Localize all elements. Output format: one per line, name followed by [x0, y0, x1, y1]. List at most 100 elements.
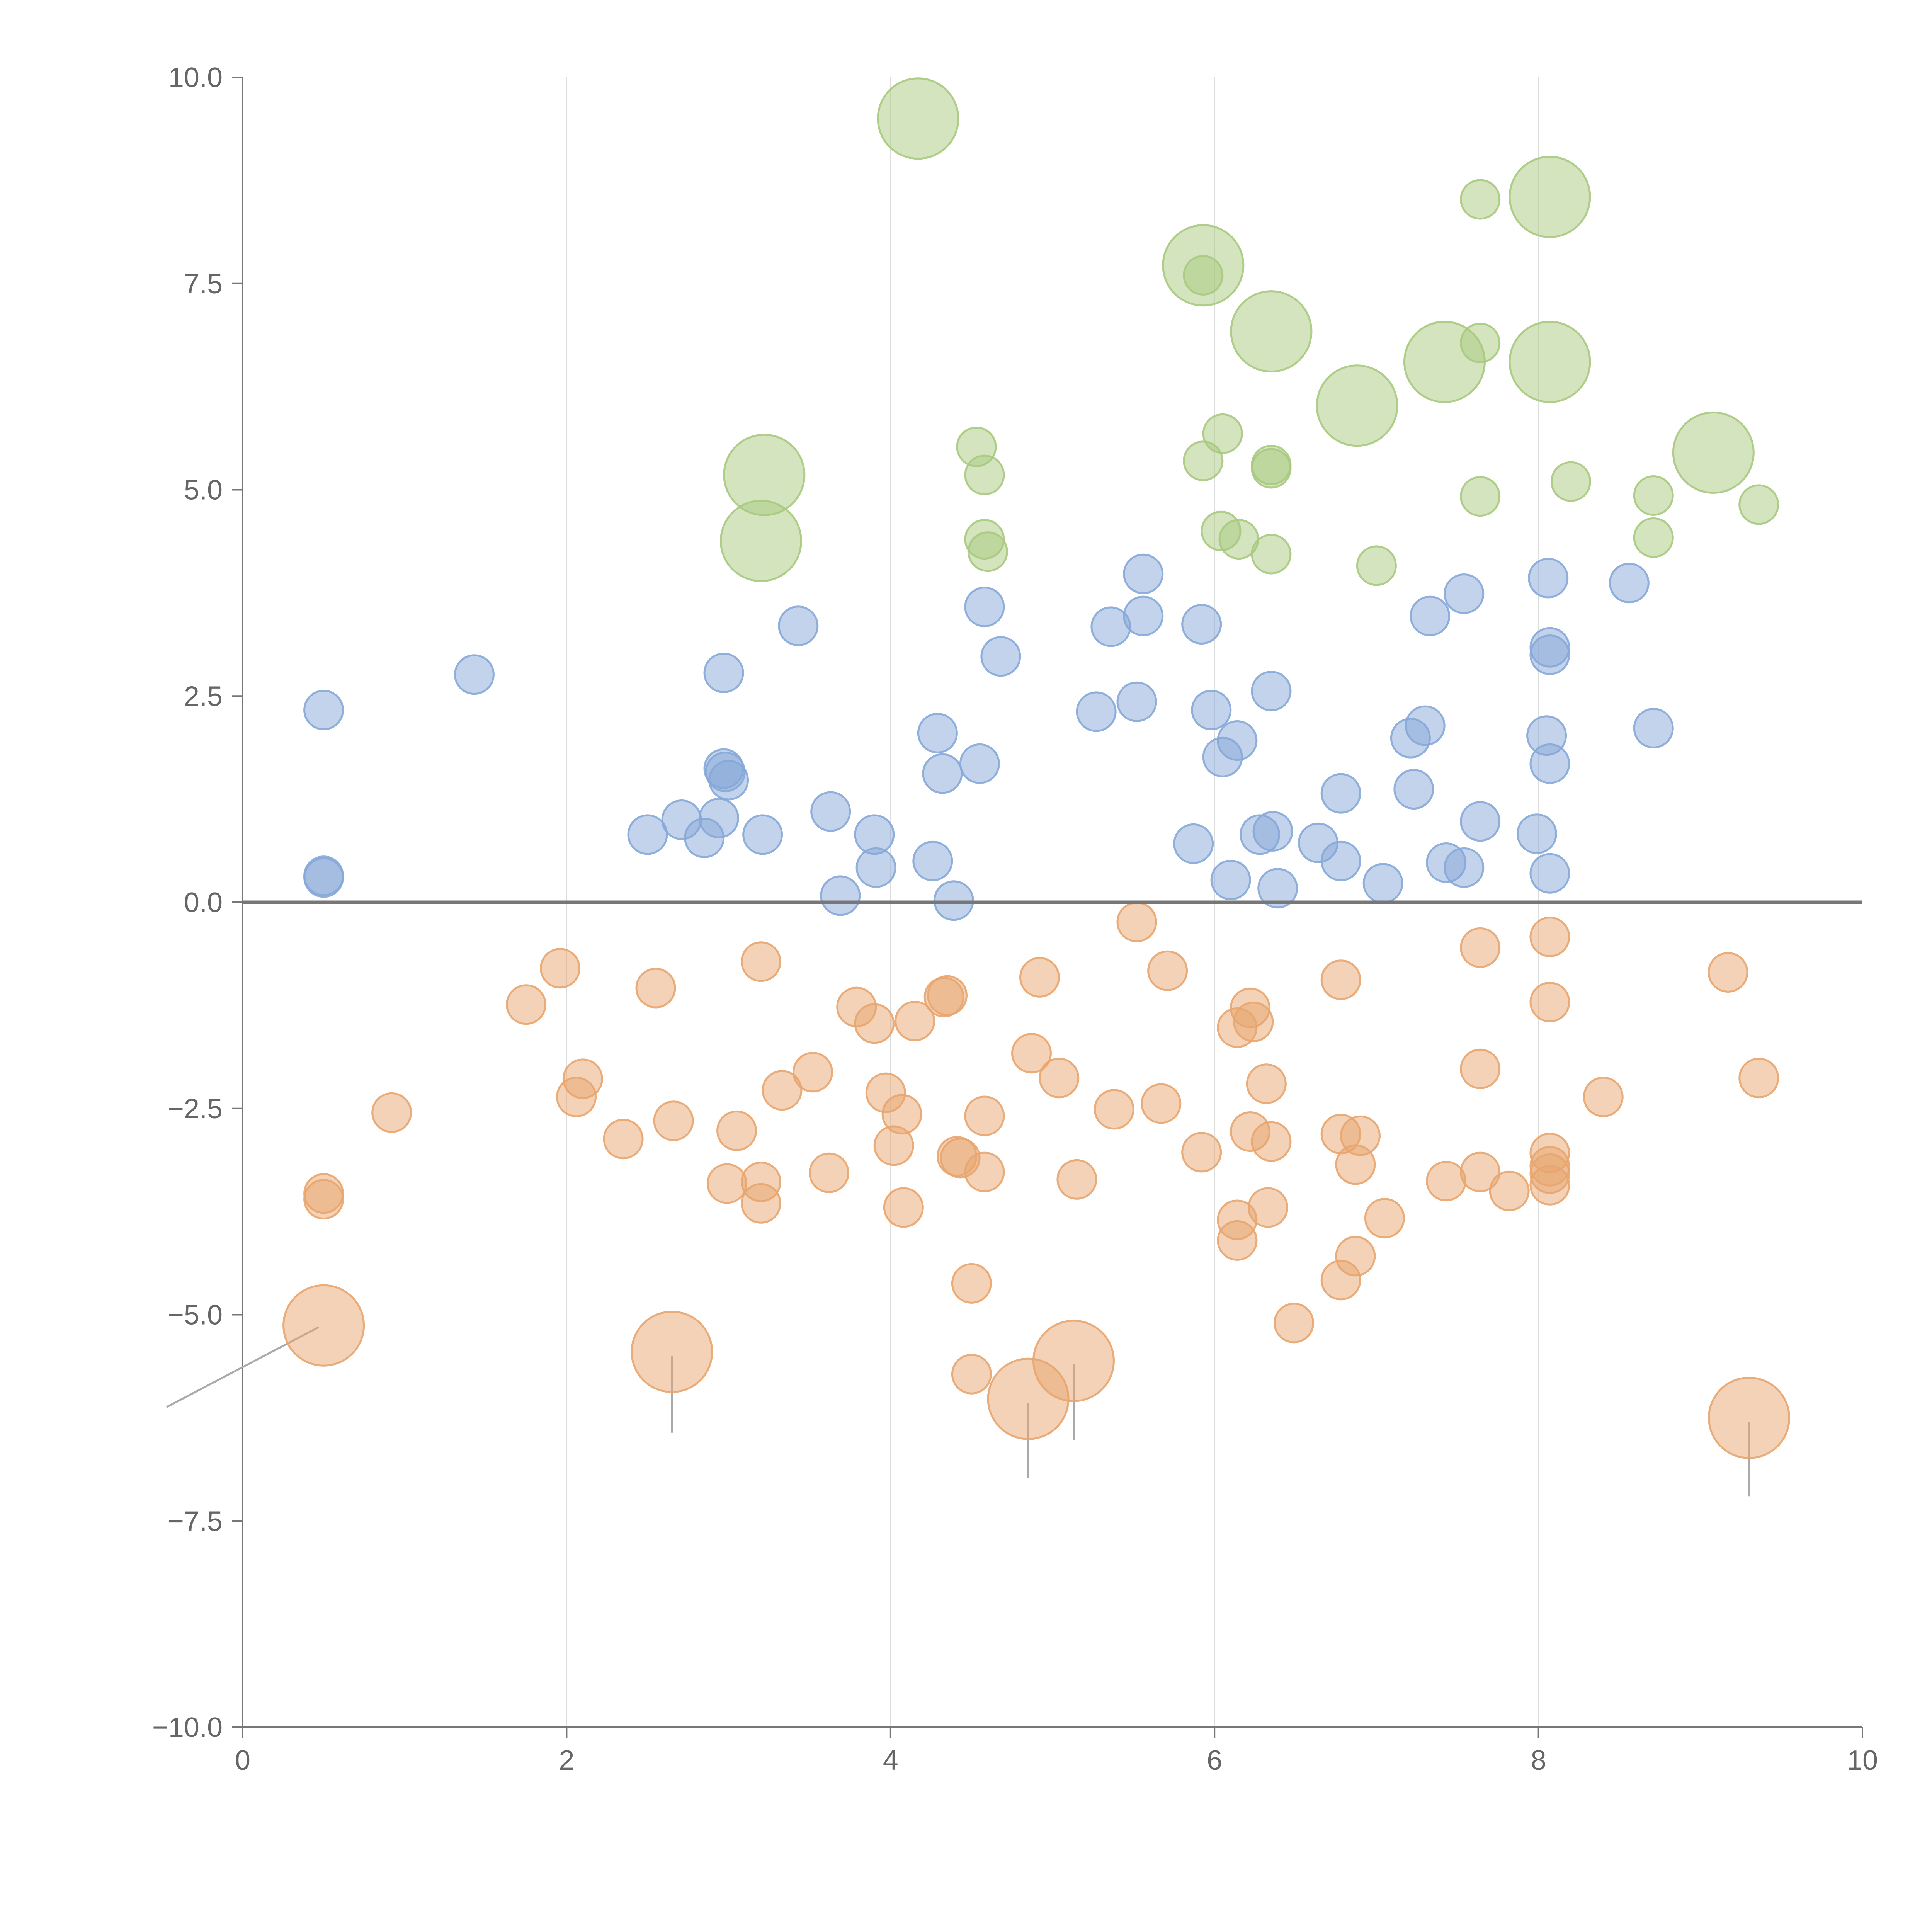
y-tick-label: 10.0 [168, 62, 223, 93]
blue-bubble [980, 636, 1021, 677]
blue-bubble [959, 743, 1000, 784]
orange-bubble [303, 1179, 344, 1220]
blue-bubble [912, 840, 953, 881]
orange-bubble [506, 984, 547, 1025]
orange-bubble [881, 1094, 922, 1135]
green-bubble [1251, 534, 1292, 575]
orange-bubble [951, 1263, 992, 1304]
points-layer [282, 77, 1791, 1459]
blue-bubble [1181, 604, 1222, 645]
orange-bubble [740, 1183, 781, 1224]
orange-bubble [1181, 1132, 1222, 1173]
orange-bubble [1708, 952, 1748, 993]
blue-bubble [778, 605, 819, 646]
orange-bubble [1248, 1187, 1289, 1228]
orange-bubble [964, 1151, 1005, 1192]
orange-bubble [1529, 1165, 1570, 1206]
orange-bubble [1335, 1144, 1376, 1185]
blue-bubble [703, 652, 744, 693]
green-bubble [877, 77, 959, 160]
x-tick-label: 10 [1847, 1745, 1878, 1776]
green-bubble [1460, 179, 1501, 220]
green-bubble [1460, 322, 1501, 363]
axes-layer [232, 77, 1863, 1738]
blue-bubble [705, 752, 746, 793]
green-bubble [967, 531, 1008, 572]
orange-bubble [706, 1163, 747, 1204]
y-tick-label: −2.5 [168, 1094, 223, 1124]
orange-bubble [1141, 1083, 1182, 1124]
blue-bubble [454, 654, 495, 695]
orange-bubble [1460, 927, 1501, 968]
blue-bubble [1529, 853, 1570, 894]
blue-bubble [1393, 769, 1434, 810]
orange-bubble [1529, 917, 1570, 957]
orange-bubble [631, 1311, 713, 1393]
labels-layer: 10.0 7.5 5.0 2.5 0.0 −2.5 −5.0 −7.5 −10.0 0 2 4 6 8 10 [152, 62, 1878, 1776]
orange-bubble [1011, 1033, 1052, 1074]
orange-bubble [1738, 1058, 1779, 1099]
green-bubble [1183, 440, 1224, 481]
green-bubble [1633, 475, 1674, 516]
blue-bubble [1076, 691, 1117, 732]
orange-bubble [809, 1152, 850, 1193]
green-bubble [1550, 461, 1591, 502]
y-tick-label: −7.5 [168, 1506, 223, 1537]
orange-bubble [282, 1284, 365, 1367]
blue-bubble [1210, 859, 1251, 900]
blue-bubble [1529, 743, 1570, 784]
blue-bubble [1362, 863, 1403, 904]
orange-bubble [371, 1092, 412, 1133]
blue-bubble [1257, 868, 1298, 909]
orange-bubble [562, 1058, 603, 1099]
y-tick-label: −5.0 [168, 1300, 223, 1331]
orange-bubble [895, 1000, 935, 1041]
blue-bubble [1320, 773, 1361, 814]
orange-bubble [1529, 981, 1570, 1022]
green-bubble [1509, 156, 1591, 238]
y-tick-label: 0.0 [184, 887, 223, 918]
orange-bubble [1217, 1220, 1258, 1261]
green-bubble [1356, 545, 1397, 586]
blue-bubble [742, 814, 783, 855]
green-bubble [964, 454, 1005, 495]
x-tick-label: 8 [1531, 1745, 1546, 1776]
blue-bubble [1320, 840, 1361, 881]
orange-bubble [1489, 1170, 1530, 1211]
blue-bubble [820, 875, 861, 916]
blue-bubble [1252, 811, 1293, 852]
blue-bubble [303, 690, 344, 731]
blue-bubble [1191, 690, 1232, 731]
blue-bubble [1528, 558, 1569, 599]
blue-bubble [1217, 720, 1258, 761]
orange-bubble [1426, 1161, 1467, 1202]
blue-bubble [1444, 573, 1485, 614]
orange-bubble [1039, 1058, 1080, 1099]
orange-bubble [740, 941, 781, 982]
orange-bubble [1246, 1063, 1287, 1104]
blue-bubble [855, 847, 896, 888]
blue-bubble [1529, 634, 1570, 675]
blue-bubble [810, 791, 851, 832]
orange-bubble [716, 1110, 757, 1151]
green-bubble [1672, 411, 1755, 494]
blue-bubble [964, 587, 1005, 628]
orange-bubble [927, 975, 968, 1016]
green-bubble [1633, 517, 1674, 558]
blue-bubble [1460, 801, 1501, 842]
x-tick-label: 6 [1207, 1745, 1222, 1776]
orange-bubble [1032, 1320, 1115, 1402]
green-bubble [1251, 448, 1292, 489]
blue-bubble [303, 857, 344, 898]
orange-bubble [793, 1052, 833, 1093]
green-bubble [1316, 364, 1398, 447]
orange-bubble [762, 1070, 803, 1111]
blue-bubble [627, 814, 668, 855]
orange-bubble [1274, 1303, 1315, 1344]
x-tick-label: 0 [235, 1745, 250, 1776]
orange-bubble [1364, 1198, 1405, 1239]
orange-bubble [1583, 1077, 1624, 1117]
blue-bubble [1444, 847, 1485, 888]
blue-bubble [1609, 563, 1650, 604]
x-tick-label: 4 [883, 1745, 898, 1776]
